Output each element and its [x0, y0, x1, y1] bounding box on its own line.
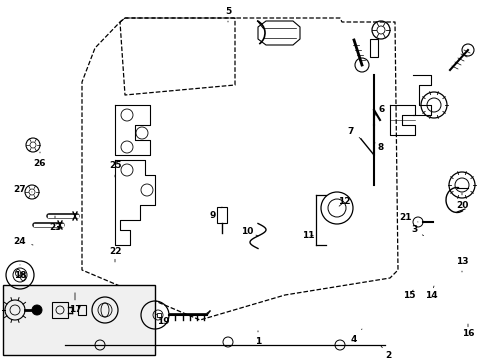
Bar — [3, 285, 155, 355]
Text: 7: 7 — [347, 126, 360, 139]
Bar — [52, 302, 68, 318]
Text: 9: 9 — [209, 207, 222, 220]
Text: 19: 19 — [155, 313, 169, 327]
Bar — [157, 313, 161, 317]
Text: 27: 27 — [14, 184, 32, 194]
Text: 5: 5 — [224, 6, 231, 22]
Text: 10: 10 — [240, 226, 258, 236]
Text: 13: 13 — [455, 256, 468, 272]
Text: 12: 12 — [337, 198, 349, 207]
Bar — [369, 39, 377, 57]
Text: 20: 20 — [455, 193, 467, 210]
Bar — [78, 305, 86, 315]
Text: 26: 26 — [34, 152, 46, 167]
Text: 14: 14 — [424, 286, 436, 300]
Text: 2: 2 — [380, 346, 390, 360]
Text: 21: 21 — [399, 213, 417, 222]
Text: 15: 15 — [402, 290, 414, 300]
Text: 24: 24 — [14, 237, 33, 246]
Circle shape — [32, 305, 42, 315]
Text: 6: 6 — [373, 105, 385, 116]
Text: 1: 1 — [254, 331, 261, 346]
Text: 8: 8 — [373, 142, 384, 153]
Bar — [217, 207, 226, 223]
Text: 16: 16 — [461, 324, 473, 338]
Text: 18: 18 — [14, 265, 26, 279]
Text: 17: 17 — [68, 293, 81, 315]
Text: 23: 23 — [49, 216, 61, 233]
Text: 3: 3 — [410, 225, 423, 235]
Text: 4: 4 — [350, 329, 361, 343]
Text: 11: 11 — [301, 231, 314, 240]
Text: 25: 25 — [108, 161, 121, 177]
Text: 22: 22 — [108, 248, 121, 262]
